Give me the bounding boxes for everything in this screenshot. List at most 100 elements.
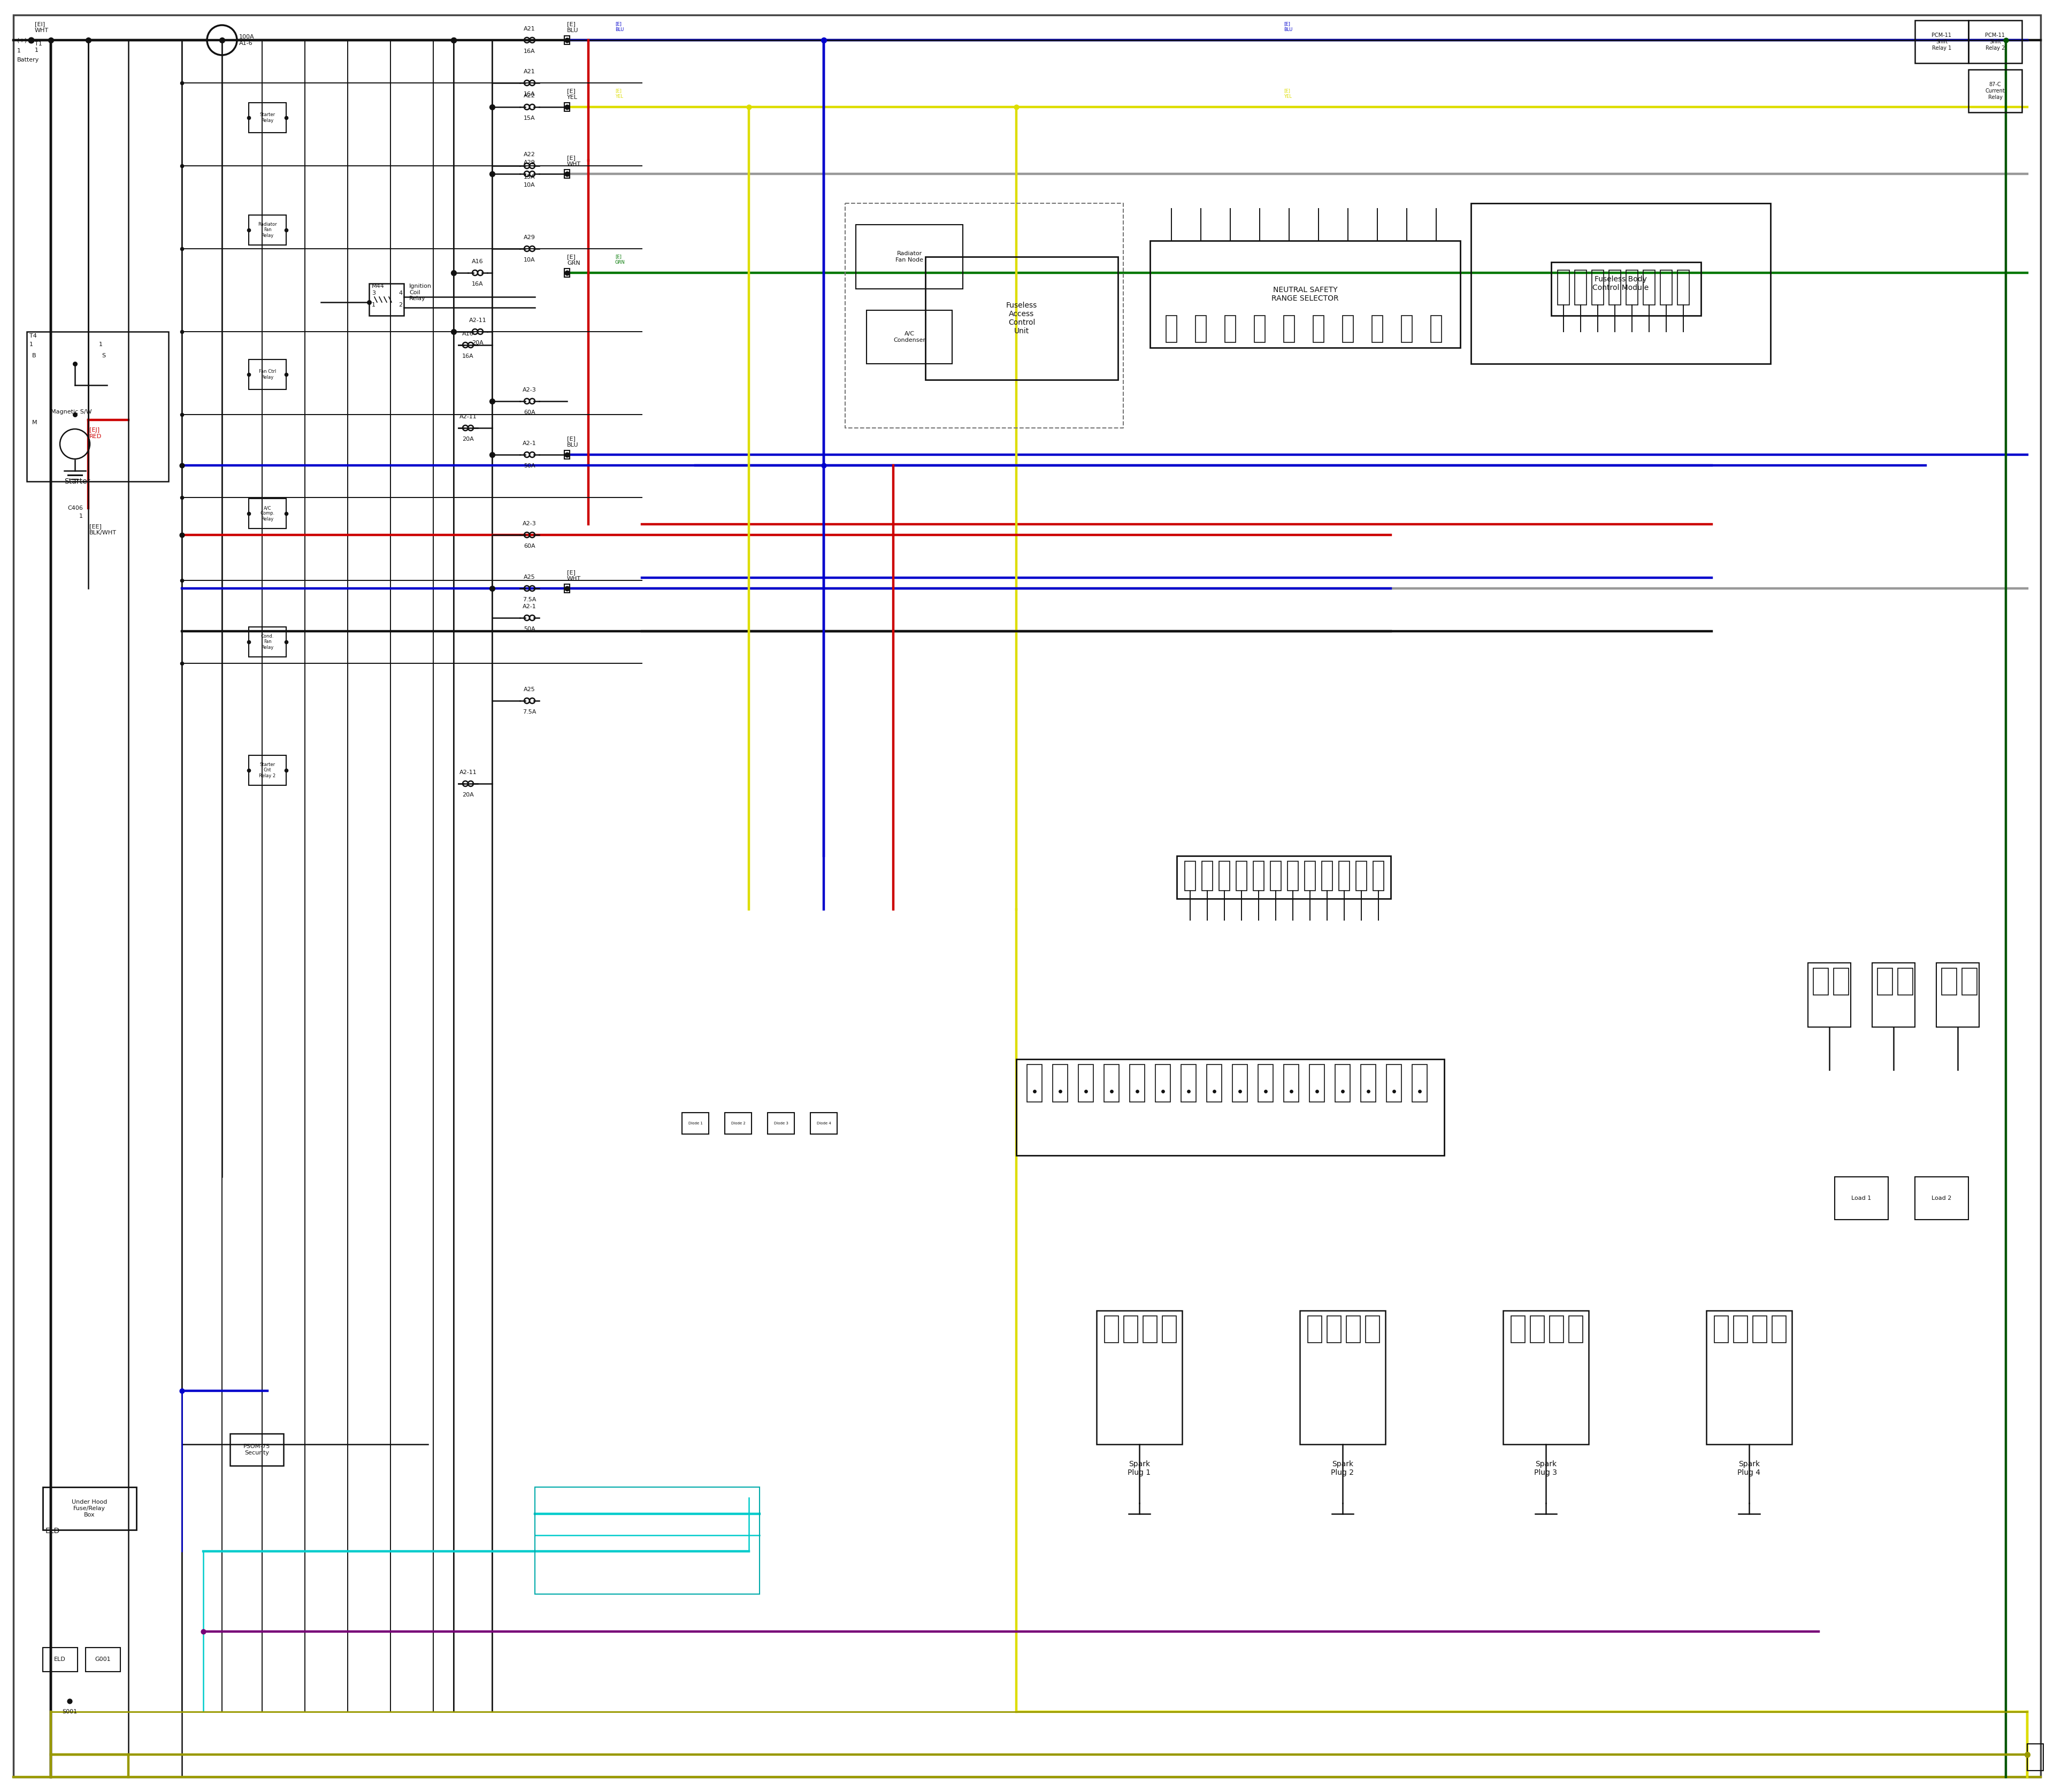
Bar bbox=[1968, 20, 2021, 63]
Bar bbox=[1177, 857, 1391, 898]
Point bbox=[232, 756, 265, 785]
Point bbox=[232, 215, 265, 244]
Point bbox=[477, 159, 509, 188]
Bar bbox=[1130, 1064, 1144, 1102]
Bar bbox=[1027, 1064, 1041, 1102]
Bar bbox=[2027, 1744, 2044, 1770]
Point bbox=[1352, 1077, 1384, 1106]
Text: A2-1: A2-1 bbox=[522, 604, 536, 609]
Point bbox=[1019, 1077, 1052, 1106]
Text: 16A: 16A bbox=[524, 91, 536, 97]
Bar bbox=[1237, 862, 1247, 891]
Bar bbox=[1773, 1315, 1787, 1342]
Bar bbox=[1471, 202, 1771, 364]
Point bbox=[550, 441, 583, 470]
Point bbox=[269, 627, 302, 656]
Bar bbox=[565, 170, 569, 177]
Text: Radiator
Fan
Relay: Radiator Fan Relay bbox=[259, 222, 277, 238]
Text: C406: C406 bbox=[68, 505, 82, 511]
Bar bbox=[249, 215, 286, 246]
Bar bbox=[1167, 315, 1177, 342]
Bar bbox=[1310, 1064, 1325, 1102]
Text: [EE]
BLK/WHT: [EE] BLK/WHT bbox=[88, 523, 117, 536]
Point bbox=[550, 159, 583, 188]
Text: Fuseless
Access
Control
Unit: Fuseless Access Control Unit bbox=[1006, 301, 1037, 335]
Point bbox=[438, 317, 470, 346]
Bar bbox=[1530, 1315, 1545, 1342]
Point bbox=[166, 1376, 199, 1405]
Text: 60A: 60A bbox=[524, 543, 536, 548]
Bar bbox=[1914, 20, 1968, 63]
Text: 1: 1 bbox=[372, 303, 376, 308]
Bar bbox=[1269, 862, 1282, 891]
Text: Spark
Plug 2: Spark Plug 2 bbox=[1331, 1460, 1354, 1477]
Text: T1
1: T1 1 bbox=[35, 41, 43, 52]
Bar bbox=[1335, 1064, 1349, 1102]
Text: Radiator
Fan Node: Radiator Fan Node bbox=[896, 251, 922, 263]
Bar bbox=[1386, 1064, 1401, 1102]
Bar bbox=[1569, 1315, 1584, 1342]
Point bbox=[1197, 1077, 1230, 1106]
Bar bbox=[1257, 1064, 1273, 1102]
Point bbox=[1249, 1077, 1282, 1106]
Text: A2-11: A2-11 bbox=[468, 317, 487, 323]
Text: B: B bbox=[33, 353, 37, 358]
Text: [E]
WHT: [E] WHT bbox=[567, 156, 581, 167]
Text: Magnetic S/W: Magnetic S/W bbox=[51, 409, 92, 414]
Text: A21: A21 bbox=[524, 70, 536, 73]
Point bbox=[1378, 1077, 1411, 1106]
Text: 3: 3 bbox=[372, 290, 376, 296]
Point bbox=[53, 1686, 86, 1715]
Bar bbox=[1185, 862, 1195, 891]
Bar bbox=[1052, 1064, 1068, 1102]
Bar bbox=[1343, 315, 1354, 342]
Bar bbox=[1017, 1059, 1444, 1156]
Text: ELD: ELD bbox=[53, 1656, 66, 1661]
Bar bbox=[1308, 1315, 1321, 1342]
Point bbox=[733, 93, 766, 122]
Bar bbox=[1814, 968, 1828, 995]
Bar bbox=[768, 1113, 795, 1134]
Bar bbox=[1356, 862, 1366, 891]
Bar bbox=[1202, 862, 1212, 891]
Text: 16A: 16A bbox=[462, 353, 474, 358]
Bar bbox=[682, 1113, 709, 1134]
Bar bbox=[1877, 968, 1892, 995]
Text: Battery: Battery bbox=[16, 57, 39, 63]
Point bbox=[2011, 1740, 2044, 1769]
Point bbox=[1173, 1077, 1206, 1106]
Bar bbox=[27, 332, 168, 482]
Bar bbox=[1914, 1177, 1968, 1220]
Text: 20A: 20A bbox=[462, 792, 474, 797]
Text: Starter
Cnt
Relay 2: Starter Cnt Relay 2 bbox=[259, 762, 275, 778]
Point bbox=[438, 258, 470, 287]
Point bbox=[438, 25, 470, 54]
Bar bbox=[1834, 968, 1849, 995]
Text: T4: T4 bbox=[29, 333, 37, 339]
Point bbox=[166, 452, 199, 480]
Text: 15A: 15A bbox=[524, 115, 536, 120]
Point bbox=[1121, 1077, 1154, 1106]
Point bbox=[232, 627, 265, 656]
Point bbox=[1276, 1077, 1308, 1106]
Text: 16A: 16A bbox=[524, 48, 536, 54]
Bar bbox=[249, 360, 286, 389]
Text: 10A: 10A bbox=[524, 183, 536, 188]
Bar bbox=[1304, 862, 1315, 891]
Bar bbox=[1208, 1064, 1222, 1102]
Text: 10A: 10A bbox=[524, 258, 536, 263]
Bar bbox=[1962, 968, 1976, 995]
Bar bbox=[1937, 962, 1980, 1027]
Point bbox=[166, 566, 199, 595]
Point bbox=[1403, 1077, 1436, 1106]
Text: A2-11: A2-11 bbox=[460, 771, 477, 776]
Text: [E]
BLU: [E] BLU bbox=[614, 22, 624, 32]
Text: 4: 4 bbox=[398, 290, 403, 296]
Text: M44: M44 bbox=[372, 283, 384, 289]
Bar bbox=[565, 269, 569, 278]
Bar bbox=[1715, 1315, 1727, 1342]
Text: 1: 1 bbox=[80, 514, 82, 520]
Point bbox=[1224, 1077, 1257, 1106]
Point bbox=[1146, 1077, 1179, 1106]
Text: A/C
Condenser: A/C Condenser bbox=[893, 332, 926, 342]
